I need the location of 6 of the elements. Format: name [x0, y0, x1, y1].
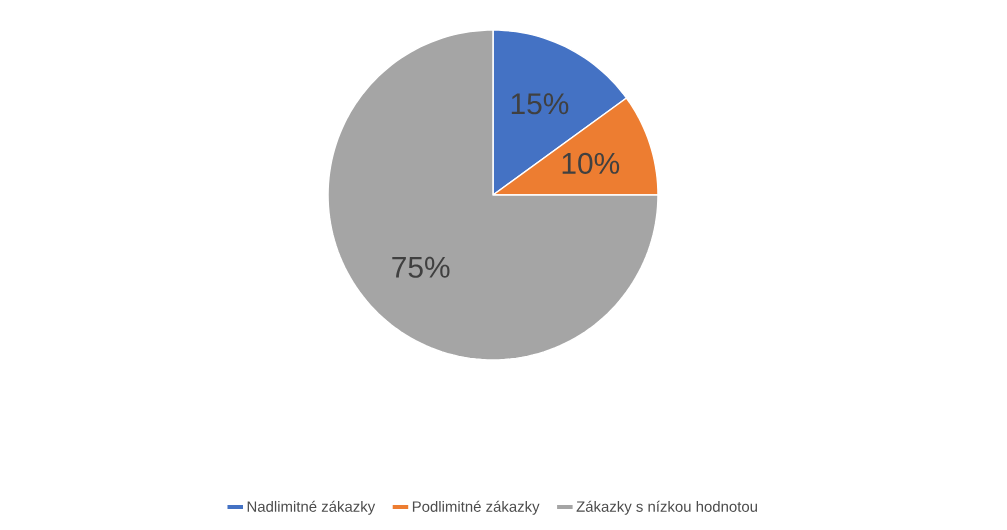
legend-label: Zákazky s nízkou hodnotou	[576, 500, 757, 515]
legend-label: Podlimitné zákazky	[412, 500, 540, 515]
data-label: 75%	[392, 256, 450, 278]
legend-label: Nadlimitné zákazky	[247, 500, 376, 515]
data-label: 10%	[562, 152, 620, 174]
data-label: 15%	[511, 93, 569, 115]
